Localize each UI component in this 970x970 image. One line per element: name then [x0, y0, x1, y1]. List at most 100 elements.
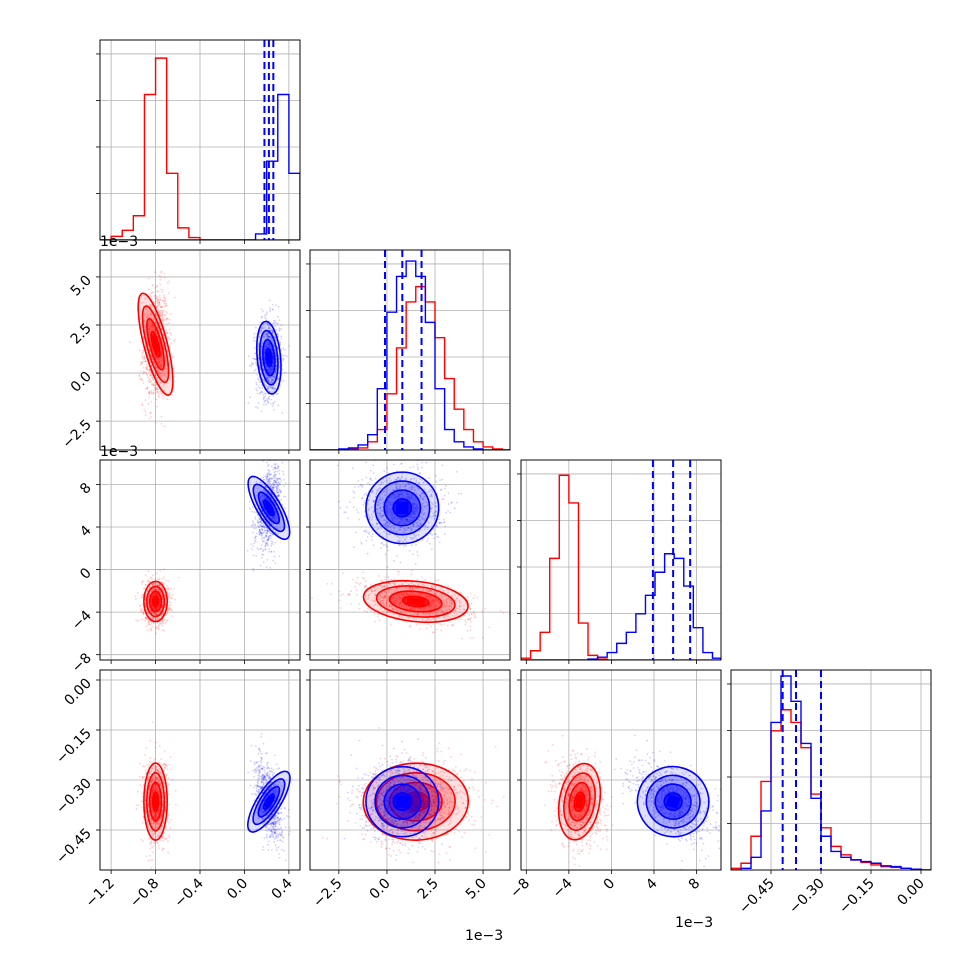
scatter-point — [153, 361, 155, 364]
scatter-point — [158, 311, 161, 314]
scatter-point — [431, 612, 434, 614]
scatter-point — [151, 595, 154, 597]
scatter-point — [151, 589, 154, 592]
scatter-point — [268, 495, 271, 497]
scatter-point — [265, 542, 268, 545]
scatter-point — [390, 503, 393, 506]
scatter-point — [156, 325, 159, 328]
scatter-point — [371, 523, 374, 526]
scatter-point — [378, 598, 381, 601]
scatter-point — [149, 623, 151, 626]
scatter-point — [270, 376, 273, 379]
scatter-point — [160, 365, 163, 368]
scatter-point — [272, 331, 274, 333]
scatter-point — [262, 323, 265, 326]
scatter-point — [377, 575, 380, 577]
scatter-point — [258, 526, 261, 529]
scatter-point — [273, 387, 276, 389]
scatter-point — [276, 533, 279, 535]
scatter-point — [156, 326, 159, 329]
scatter-point — [265, 526, 268, 529]
scatter-point — [168, 328, 171, 331]
scatter-point — [253, 339, 255, 342]
scatter-point — [284, 496, 287, 498]
scatter-point — [272, 529, 274, 531]
scatter-point — [276, 467, 279, 470]
scatter-point — [445, 605, 448, 607]
scatter-point — [380, 600, 382, 603]
scatter-point — [403, 604, 405, 607]
scatter-point — [151, 605, 154, 608]
scatter-point — [415, 586, 418, 589]
scatter-point — [157, 628, 159, 630]
scatter-point — [484, 607, 486, 610]
scatter-point — [413, 534, 415, 536]
scatter-point — [269, 370, 271, 372]
scatter-point — [257, 521, 259, 524]
scatter-point — [257, 531, 260, 534]
scatter-point — [429, 489, 431, 492]
scatter-point — [162, 322, 164, 324]
scatter-point — [164, 310, 167, 313]
scatter-point — [161, 328, 163, 331]
scatter-point — [255, 381, 258, 384]
scatter-point — [382, 601, 385, 604]
scatter-point — [257, 522, 260, 525]
scatter-point — [159, 364, 162, 366]
scatter-point — [161, 581, 164, 584]
scatter-point — [276, 393, 278, 396]
scatter-point — [276, 333, 279, 336]
scatter-point — [141, 611, 144, 614]
scatter-point — [151, 617, 153, 620]
scatter-point — [262, 554, 264, 556]
scatter-point — [155, 589, 158, 592]
scatter-point — [429, 614, 432, 616]
scatter-point — [266, 377, 269, 380]
scatter-point — [277, 392, 279, 395]
scatter-point — [351, 578, 354, 581]
scatter-point — [388, 590, 391, 593]
scatter-point — [260, 525, 263, 528]
scatter-point — [386, 586, 389, 588]
scatter-point — [397, 522, 399, 524]
scatter-point — [273, 555, 276, 558]
scatter-point — [411, 608, 414, 610]
scatter-point — [159, 303, 161, 306]
scatter-point — [150, 628, 153, 631]
scatter-point — [154, 299, 157, 302]
scatter-point — [347, 594, 350, 596]
scatter-point — [278, 472, 281, 475]
scatter-point — [386, 504, 389, 507]
scatter-point — [261, 342, 264, 345]
scatter-point — [142, 612, 145, 614]
scatter-point — [166, 619, 168, 621]
scatter-point — [265, 344, 268, 347]
scatter-point — [448, 608, 451, 610]
scatter-point — [264, 543, 267, 546]
scatter-point — [138, 349, 141, 352]
scatter-point — [160, 306, 163, 309]
scatter-point — [445, 484, 447, 487]
scatter-point — [409, 527, 412, 530]
scatter-point — [276, 477, 279, 480]
scatter-point — [254, 523, 256, 526]
scatter-point — [274, 349, 276, 352]
scatter-point — [417, 612, 419, 614]
scatter-point — [161, 600, 164, 603]
scatter-point — [265, 542, 268, 545]
scatter-point — [393, 589, 396, 591]
scatter-point — [149, 304, 152, 307]
scatter-point — [431, 599, 433, 602]
scatter-point — [144, 297, 146, 300]
scatter-point — [266, 559, 269, 561]
scatter-point — [248, 500, 251, 503]
scatter-point — [267, 543, 269, 545]
scatter-point — [149, 616, 152, 618]
scatter-point — [159, 298, 162, 301]
scatter-point — [271, 370, 274, 373]
scatter-point — [270, 550, 273, 553]
scatter-point — [454, 609, 457, 612]
scatter-point — [269, 482, 272, 485]
scatter-point — [266, 335, 269, 337]
scatter-point — [465, 602, 467, 605]
